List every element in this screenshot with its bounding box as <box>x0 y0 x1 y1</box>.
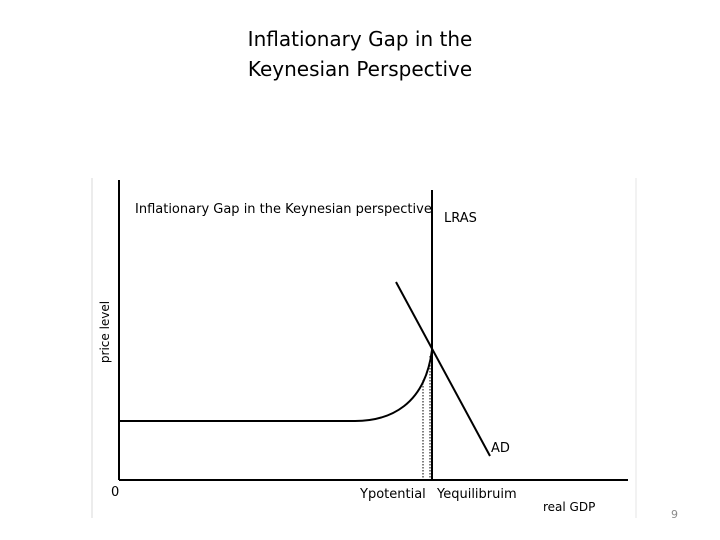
x-axis-label: real GDP <box>543 500 595 514</box>
origin-label: 0 <box>111 485 119 500</box>
slide-title-line-2: Keynesian Perspective <box>247 57 473 81</box>
keynesian-as-curve <box>119 349 433 422</box>
y-potential-label: Ypotential <box>359 487 426 502</box>
y-equilibrium-label: Yequilibruim <box>436 487 517 502</box>
page-number: 9 <box>671 508 678 521</box>
slide-title-line-1: Inflationary Gap in the <box>247 27 473 51</box>
ad-curve <box>395 281 491 457</box>
y-axis-label: price level <box>98 301 112 363</box>
slide-title: Inflationary Gap in the Keynesian Perspe… <box>0 24 720 84</box>
diagram-inner-title: Inflationary Gap in the Keynesian perspe… <box>135 202 432 217</box>
ad-label: AD <box>491 441 510 456</box>
lras-label: LRAS <box>444 211 477 226</box>
